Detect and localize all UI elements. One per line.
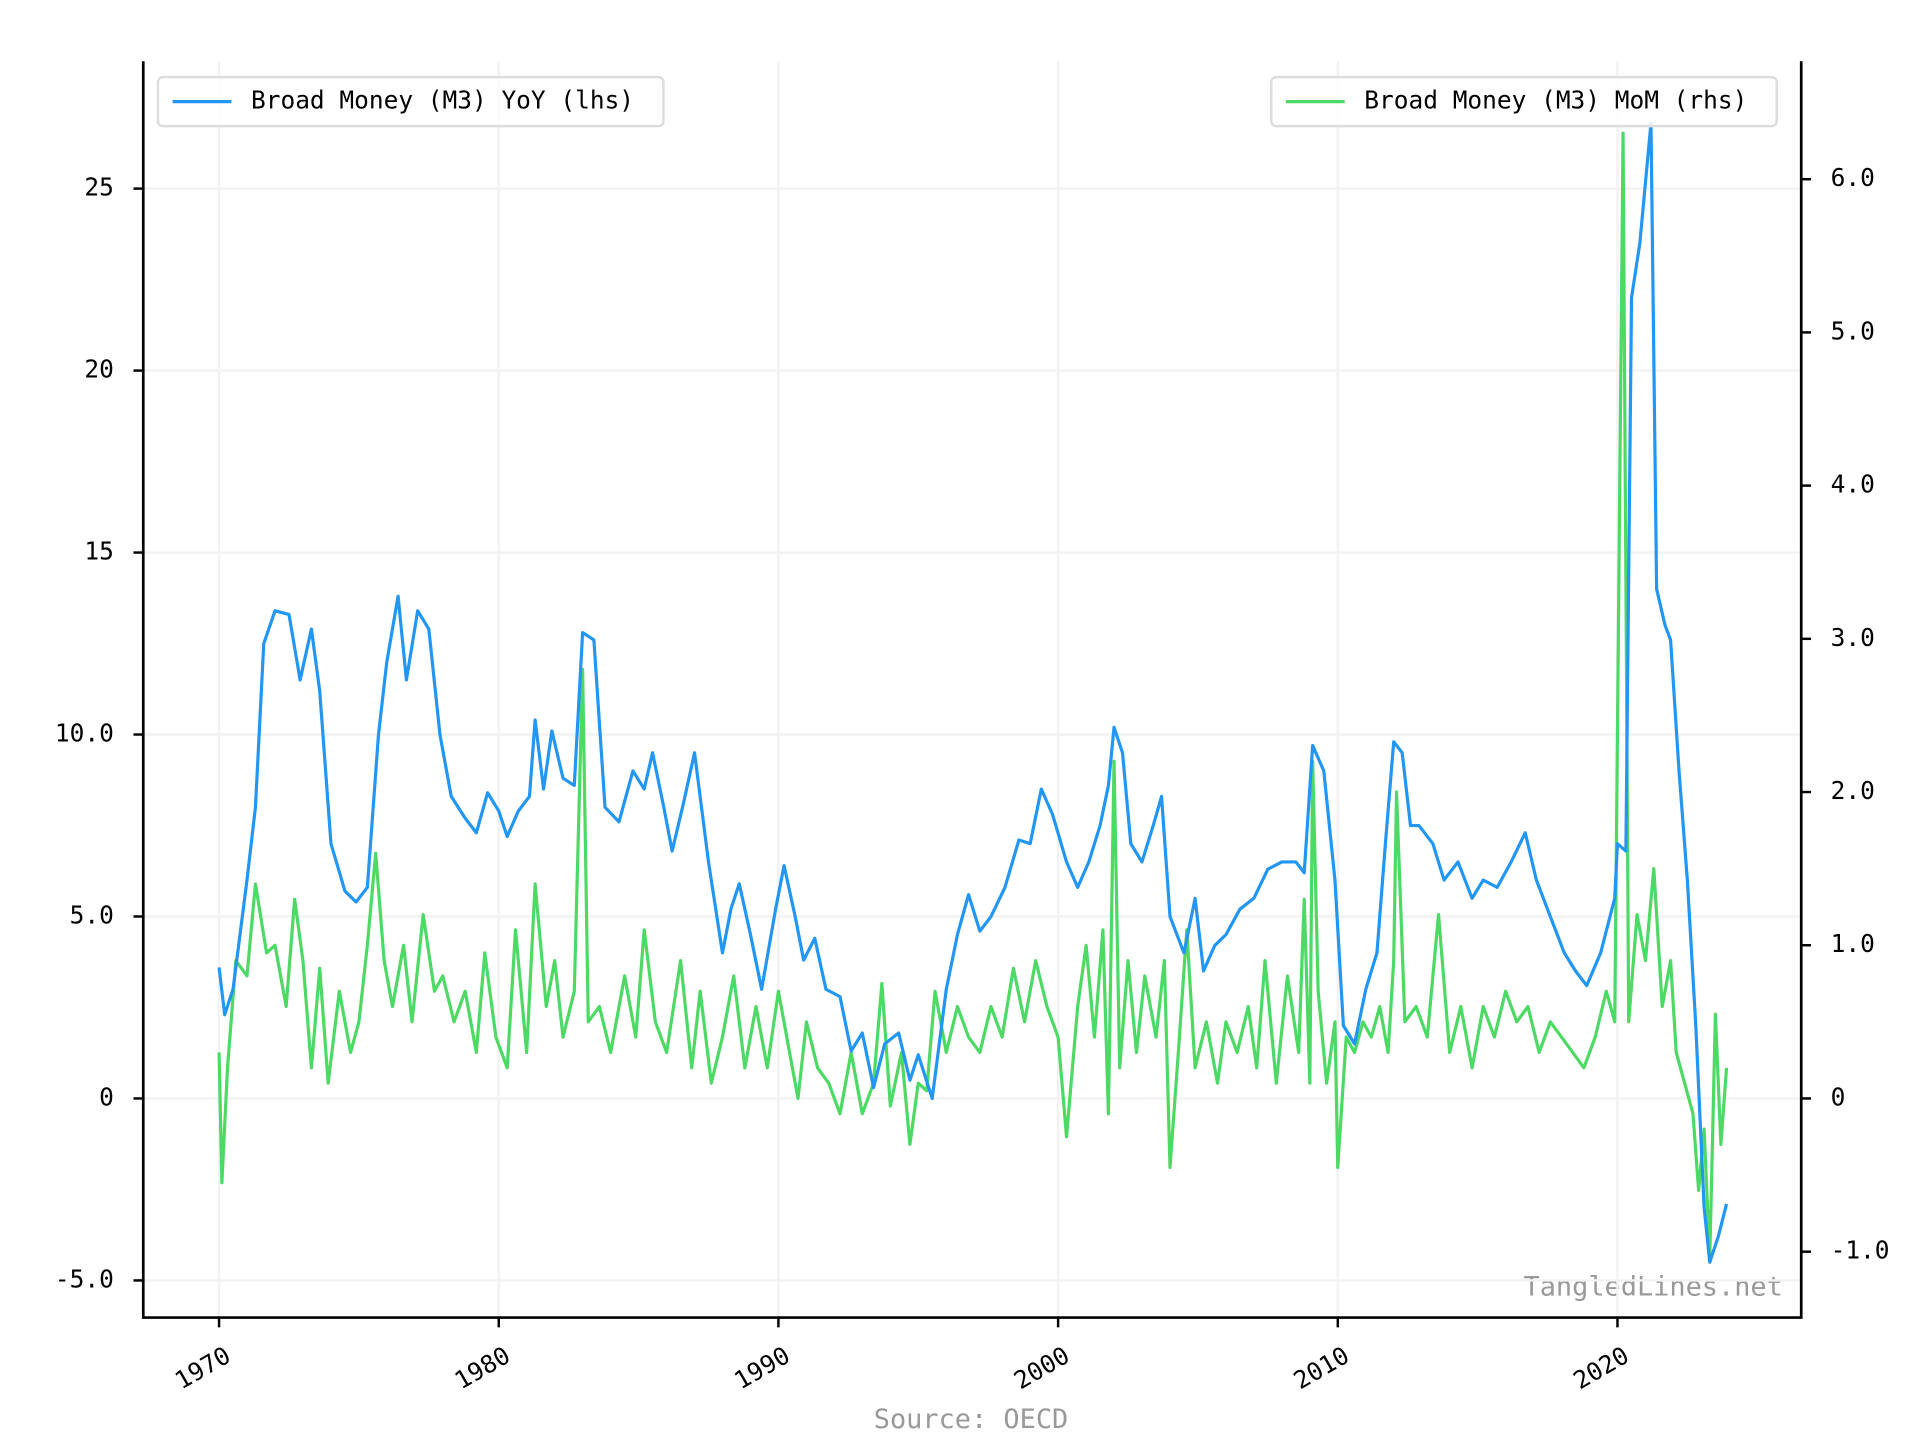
- watermark: TangledLines.net: [1524, 1272, 1783, 1303]
- data-line: [217, 131, 1729, 1261]
- y2-tick-label: 2.0: [1831, 776, 1875, 805]
- source: Source: OECD: [874, 1404, 1069, 1435]
- y-tick-label: 0: [99, 1082, 114, 1111]
- y2-tick-label: -1.0: [1831, 1236, 1890, 1265]
- data-line: [217, 121, 1729, 1264]
- x-tick-label: 1980: [449, 1340, 515, 1395]
- x-tick-label: 1990: [729, 1340, 795, 1395]
- y-tick-label: -5.0: [55, 1264, 114, 1293]
- legend-label: Broad Money (M3) MoM (rhs): [1364, 86, 1747, 115]
- legend-box: [156, 75, 665, 128]
- legend-label: Broad Money (M3) YoY (lhs): [251, 86, 634, 115]
- legend: Broad Money (M3) MoM (rhs): [1270, 75, 1778, 128]
- legend-box: [1270, 75, 1778, 128]
- y2-tick-label: 0: [1831, 1082, 1846, 1111]
- x-tick-label: 1970: [170, 1340, 236, 1395]
- y-tick-label: 15: [84, 537, 113, 566]
- y-tick-label: 10.0: [55, 719, 114, 748]
- y2-tick-label: 5.0: [1831, 316, 1875, 345]
- y2-tick-label: 4.0: [1831, 470, 1875, 499]
- legend: Broad Money (M3) YoY (lhs): [156, 75, 665, 128]
- y2-tick-label: 6.0: [1831, 163, 1875, 192]
- y-tick-label: 5.0: [70, 900, 114, 929]
- y-tick-label: 20: [84, 355, 113, 384]
- x-tick-label: 2010: [1289, 1340, 1355, 1395]
- y2-tick-label: 1.0: [1831, 929, 1875, 958]
- x-tick-label: 2000: [1009, 1340, 1075, 1395]
- x-tick-label: 2020: [1568, 1340, 1634, 1395]
- y2-tick-label: 3.0: [1831, 623, 1875, 652]
- axis-frame: [141, 61, 1803, 1319]
- y-tick-label: 25: [84, 173, 113, 202]
